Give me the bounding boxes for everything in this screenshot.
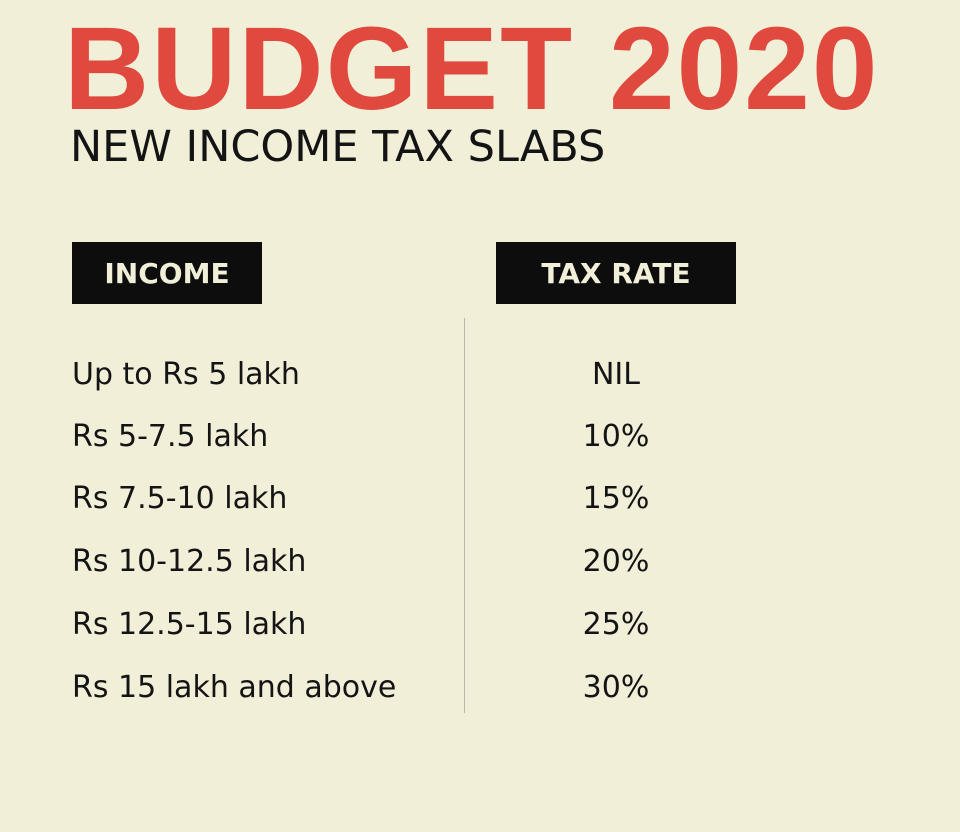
tax-rate-cell: 25% (582, 607, 650, 642)
column-divider (464, 318, 465, 713)
income-cell: Rs 10-12.5 lakh (72, 544, 307, 579)
income-cell: Rs 5-7.5 lakh (72, 419, 269, 454)
page-subtitle: NEW INCOME TAX SLABS (70, 122, 606, 172)
page-title: BUDGET 2020 (64, 3, 880, 135)
income-column-header: INCOME (72, 242, 262, 304)
tax-rate-cell: 20% (582, 544, 650, 579)
tax-rate-cell: NIL (591, 357, 640, 392)
tax-rate-cell: 10% (582, 419, 650, 454)
income-cell: Rs 7.5-10 lakh (72, 481, 288, 516)
tax-rate-cell: 15% (582, 481, 650, 516)
tax-rate-column-header: TAX RATE (496, 242, 736, 304)
income-cell: Rs 12.5-15 lakh (72, 607, 307, 642)
income-cell: Rs 15 lakh and above (72, 670, 397, 705)
tax-rate-cell: 30% (582, 670, 650, 705)
income-cell: Up to Rs 5 lakh (72, 357, 300, 392)
